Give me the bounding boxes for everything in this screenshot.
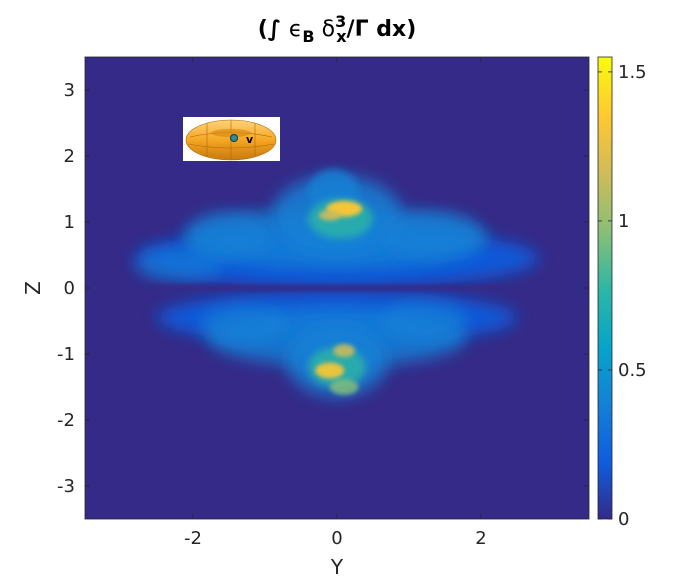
x-axis-ticks: -2 0 2	[184, 57, 487, 549]
y-tick-label: 3	[64, 80, 75, 101]
title-epsilon: ϵ	[289, 17, 303, 42]
emission-blob	[329, 379, 359, 395]
observer-marker-icon	[230, 134, 238, 142]
title-open: (∫	[258, 17, 289, 42]
title-rest: /Γ dx)	[347, 17, 417, 42]
emission-blob	[200, 304, 287, 345]
torus-inset: v	[183, 117, 280, 161]
colorbar	[598, 57, 612, 519]
colorbar-tick-label: 1.5	[618, 62, 647, 83]
title-delta-sup: 3	[335, 12, 346, 31]
y-tick-label: 1	[64, 212, 75, 233]
title-delta: δ	[315, 17, 335, 42]
title-eps-sub: B	[302, 27, 314, 46]
y-tick-label: 0	[64, 278, 75, 299]
x-tick-label: 2	[475, 528, 486, 549]
emission-blob	[319, 210, 341, 221]
y-tick-label: -2	[57, 410, 75, 431]
emission-blob	[333, 344, 356, 358]
emission-blob	[185, 212, 273, 259]
y-tick-label: -3	[57, 476, 75, 497]
emission-blob	[135, 248, 222, 282]
colorbar-tick-label: 0.5	[618, 360, 647, 381]
x-axis-label: Y	[330, 555, 344, 579]
y-tick-label: -1	[57, 344, 75, 365]
colorbar-tick-label: 1	[618, 211, 629, 232]
x-tick-label: 0	[331, 528, 342, 549]
x-tick-label: -2	[184, 528, 202, 549]
y-axis-ticks: -3 -2 -1 0 1 2 3	[57, 80, 589, 497]
y-tick-label: 2	[64, 146, 75, 167]
emission-blob	[315, 362, 345, 379]
heatmap-emission	[85, 169, 589, 397]
heatmap-area	[85, 57, 589, 519]
colorbar-tick-label: 0	[618, 509, 629, 530]
inset-marker-label: v	[246, 133, 254, 146]
chart-title: (∫ ϵB δ3 x/Γ dx)	[258, 12, 417, 46]
title-delta-sub: x	[336, 27, 347, 46]
colorbar-ticks: 0 0.5 1 1.5	[598, 62, 647, 530]
emission-blob	[380, 301, 467, 341]
y-axis-label: Z	[21, 281, 45, 295]
midplane-gap	[85, 285, 589, 291]
emission-blob	[380, 212, 481, 259]
colorbar-frame	[597, 56, 613, 520]
